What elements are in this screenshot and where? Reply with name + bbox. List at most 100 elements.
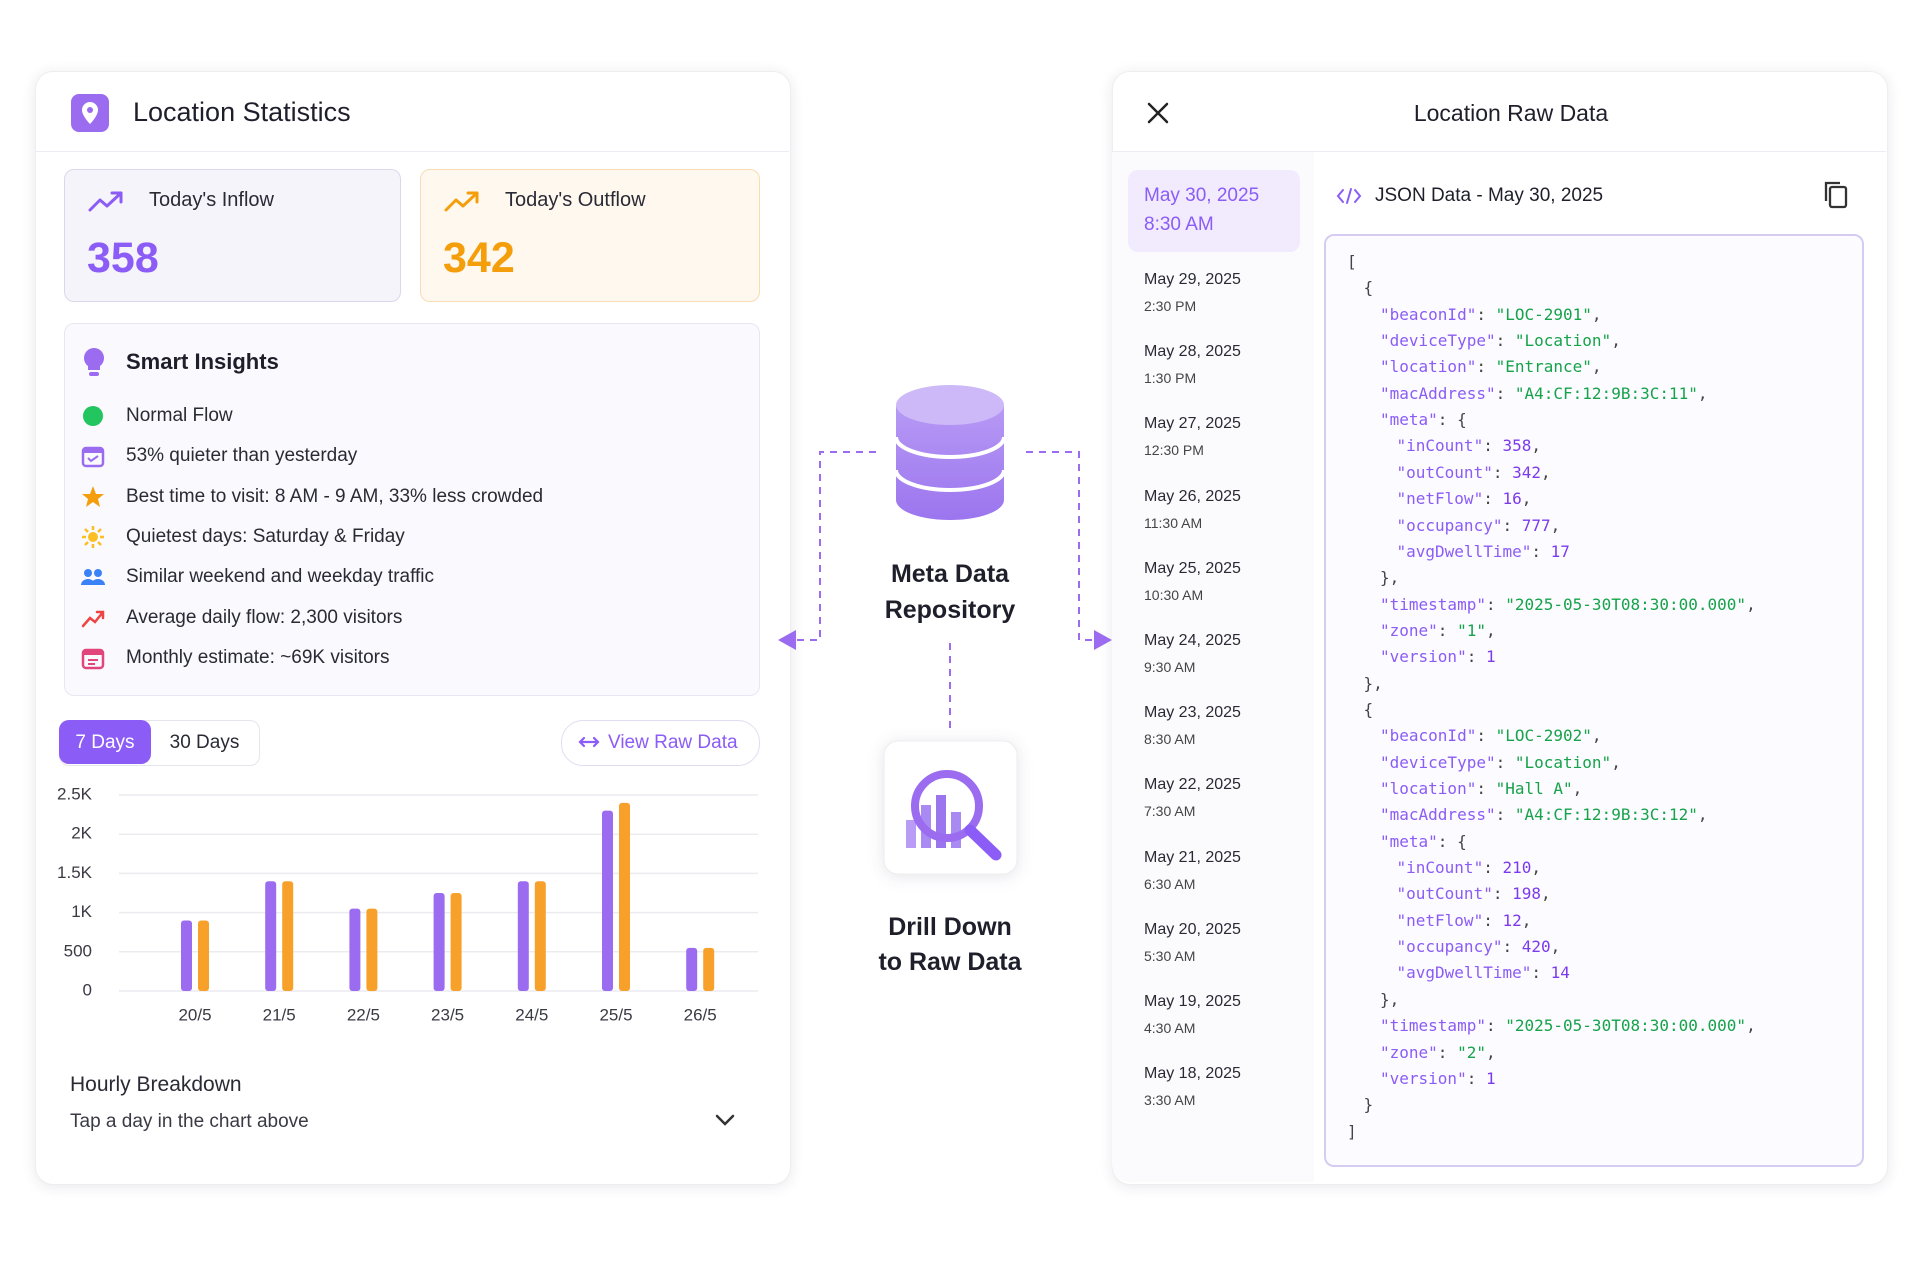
x-tick-label: 21/5	[263, 1005, 296, 1024]
insight-item: Monthly estimate: ~69K visitors	[126, 646, 390, 668]
code-line: "deviceType": "Location",	[1380, 753, 1621, 772]
time: 12:30 PM	[1144, 442, 1204, 459]
code-token: "A4:CF:12:9B:3C:12"	[1514, 805, 1698, 825]
bar	[602, 810, 613, 991]
code-token: ,	[1541, 884, 1551, 904]
outflow-value: 342	[443, 234, 515, 282]
code-token: :	[1437, 831, 1458, 851]
code-token: :	[1476, 304, 1496, 324]
y-tick-label: 2.5K	[57, 784, 93, 803]
outflow-card	[420, 169, 760, 302]
insights-card	[64, 323, 760, 696]
code-token: :	[1495, 383, 1515, 403]
code-line: "location": "Hall A",	[1380, 779, 1582, 798]
date[interactable]: May 22, 2025	[1144, 776, 1241, 794]
panel-title: Location Statistics	[133, 97, 351, 127]
code-line: "avgDwellTime": 14	[1397, 963, 1570, 982]
bar	[198, 920, 209, 991]
date[interactable]: May 19, 2025	[1144, 993, 1241, 1010]
code-token: :	[1485, 594, 1506, 614]
date[interactable]: May 20, 2025	[1144, 920, 1241, 938]
code-token: [	[1347, 252, 1357, 271]
x-tick-label: 26/5	[684, 1005, 717, 1024]
code-token: ,	[1697, 805, 1708, 825]
code-token: :	[1476, 357, 1496, 377]
code-token: "avgDwellTime"	[1396, 541, 1532, 561]
bulb-icon	[80, 346, 108, 378]
date[interactable]: May 28, 2025	[1144, 343, 1241, 361]
bar	[450, 893, 462, 991]
code-token: 420	[1521, 937, 1551, 957]
code-token: 777	[1521, 515, 1551, 535]
code-box	[1324, 234, 1864, 1167]
time: 9:30 AM	[1144, 659, 1196, 675]
bar	[282, 881, 294, 991]
insight-icon	[81, 485, 105, 509]
code-token: ,	[1485, 1042, 1496, 1062]
repository-label: Repository	[884, 596, 1016, 624]
code-token: "Entrance"	[1495, 357, 1592, 377]
bar	[349, 908, 361, 991]
code-token: },	[1363, 673, 1383, 693]
code-line: {	[1364, 278, 1374, 297]
date[interactable]: May 26, 2025	[1144, 487, 1241, 505]
x-tick-label: 24/5	[515, 1005, 548, 1024]
code-line: "meta": {	[1380, 832, 1467, 851]
inflow-icon	[87, 188, 127, 216]
close-button[interactable]	[1146, 101, 1170, 125]
code-token: "occupancy"	[1396, 937, 1503, 957]
view-raw-button[interactable]	[561, 720, 760, 766]
code-line: "inCount": 358,	[1397, 436, 1542, 455]
raw-title: Location Raw Data	[1413, 100, 1609, 126]
code-token: ,	[1541, 462, 1551, 482]
date[interactable]: May 24, 2025	[1144, 632, 1241, 649]
copy-button[interactable]	[1822, 179, 1850, 211]
insight-item: Best time to visit: 8 AM - 9 AM, 33% les…	[126, 485, 544, 507]
code-token: },	[1380, 568, 1400, 588]
date[interactable]: May 18, 2025	[1144, 1065, 1241, 1083]
code-token: "occupancy"	[1396, 515, 1503, 535]
time: 8:30 AM	[1144, 731, 1196, 748]
code-line: {	[1364, 700, 1374, 719]
code-icon	[1336, 186, 1362, 206]
code-line: "beaconId": "LOC-2901",	[1380, 305, 1602, 324]
insight-icon	[81, 525, 105, 549]
code-token: :	[1495, 805, 1515, 825]
y-tick-label: 1.5K	[57, 863, 93, 882]
date[interactable]: May 23, 2025	[1144, 704, 1241, 722]
code-token: "deviceType"	[1380, 331, 1496, 351]
chevron-down[interactable]	[713, 1112, 737, 1128]
code-line: "macAddress": "A4:CF:12:9B:3C:11",	[1380, 384, 1708, 403]
date[interactable]: May 29, 2025	[1144, 271, 1241, 288]
code-line: "deviceType": "Location",	[1380, 331, 1621, 350]
date-item-selected[interactable]	[1128, 170, 1300, 252]
tab[interactable]: 30 Days	[169, 732, 240, 753]
insight-icon	[81, 606, 105, 630]
json-title: JSON Data - May 30, 2025	[1375, 185, 1604, 206]
time: 10:30 AM	[1144, 586, 1204, 603]
date[interactable]: May 25, 2025	[1144, 559, 1241, 577]
code-token: 1	[1485, 647, 1496, 667]
code-line: "beaconId": "LOC-2902",	[1380, 726, 1602, 745]
code-token: "version"	[1380, 1068, 1467, 1088]
tab[interactable]: 7 Days	[59, 720, 151, 764]
code-line: "meta": {	[1380, 410, 1467, 429]
code-token: },	[1380, 989, 1400, 1009]
time: 11:30 AM	[1144, 514, 1203, 531]
code-token: ,	[1746, 594, 1756, 614]
time: 1:30 PM	[1144, 370, 1197, 387]
date[interactable]: May 27, 2025	[1144, 415, 1241, 433]
code-token: "outCount"	[1396, 884, 1493, 904]
x-tick-label: 20/5	[178, 1005, 211, 1024]
code-line: "netFlow": 16,	[1397, 489, 1532, 508]
code-line: "outCount": 342,	[1397, 463, 1551, 482]
insight-item: Normal Flow	[126, 405, 233, 426]
code-token: {	[1363, 699, 1374, 719]
code-token: :	[1531, 963, 1551, 983]
date[interactable]: May 21, 2025	[1144, 848, 1241, 866]
hourly-title: Hourly Breakdown	[70, 1073, 242, 1096]
code-token: :	[1485, 1016, 1506, 1036]
bar	[534, 881, 546, 991]
